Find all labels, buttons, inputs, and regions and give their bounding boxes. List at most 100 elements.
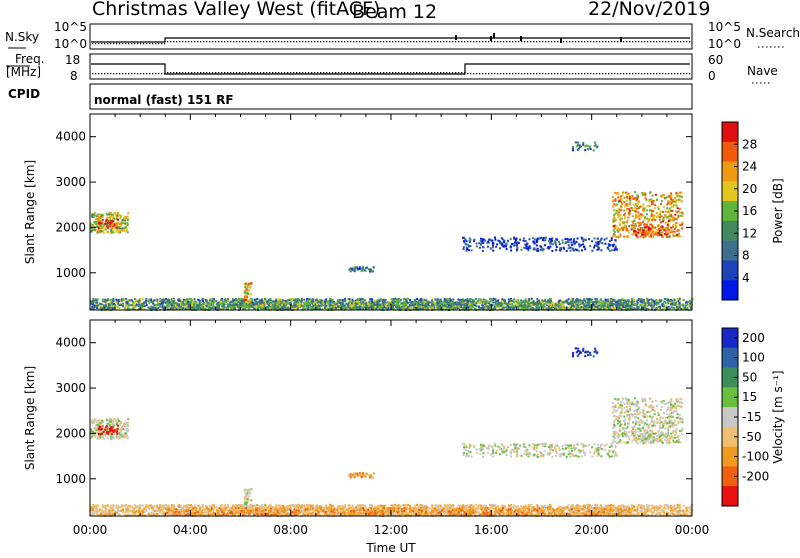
power-echo	[640, 301, 642, 303]
power-echo	[549, 301, 551, 303]
power-echo	[96, 307, 98, 309]
velocity-echo	[94, 418, 96, 420]
power-echo	[534, 242, 536, 244]
power-echo	[153, 304, 155, 306]
power-echo	[107, 231, 109, 233]
velocity-echo	[125, 432, 127, 434]
power-echo	[555, 238, 557, 240]
power-echo	[283, 306, 285, 308]
power-echo	[536, 241, 538, 243]
power-echo	[409, 299, 411, 301]
power-echo	[621, 199, 623, 201]
power-echo	[435, 299, 437, 301]
power-echo	[92, 214, 94, 216]
power-echo	[600, 298, 602, 300]
power-echo	[536, 244, 538, 246]
power-echo	[202, 303, 204, 305]
power-echo	[579, 302, 581, 304]
power-echo	[662, 303, 664, 305]
velocity-echo	[104, 429, 106, 431]
power-echo	[646, 209, 648, 211]
power-echo	[570, 242, 572, 244]
power-echo	[483, 246, 485, 248]
power-echo	[583, 246, 585, 248]
velocity-echo	[100, 428, 102, 430]
power-echo	[521, 306, 523, 308]
power-echo	[413, 302, 415, 304]
power-echo	[292, 305, 294, 307]
power-ytick-label: 3000	[55, 175, 86, 189]
velocity-echo	[111, 437, 113, 439]
power-echo	[615, 247, 617, 249]
power-echo	[95, 223, 97, 225]
power-echo	[540, 249, 542, 251]
power-echo	[116, 231, 118, 233]
freq-tick-top: 18	[65, 53, 80, 67]
power-echo	[569, 305, 571, 307]
power-echo	[593, 307, 595, 309]
power-echo	[373, 302, 375, 304]
freq-label-1: Freq.	[15, 52, 45, 66]
power-echo	[467, 306, 469, 308]
power-echo	[662, 211, 664, 213]
power-echo	[458, 303, 460, 305]
power-echo	[463, 248, 465, 250]
power-echo	[609, 240, 611, 242]
power-echo	[593, 149, 595, 151]
power-echo	[624, 299, 626, 301]
power-echo	[492, 242, 494, 244]
power-echo	[549, 238, 551, 240]
power-echo	[293, 308, 295, 310]
power-echo	[663, 206, 665, 208]
power-echo	[559, 243, 561, 245]
power-echo	[572, 146, 574, 148]
power-echo	[589, 146, 591, 148]
power-echo	[670, 304, 672, 306]
power-echo	[666, 234, 668, 236]
power-echo	[418, 303, 420, 305]
power-echo	[632, 208, 634, 210]
power-echo	[624, 206, 626, 208]
power-echo	[351, 299, 353, 301]
power-echo	[581, 237, 583, 239]
power-echo	[625, 221, 627, 223]
power-echo	[562, 239, 564, 241]
power-echo	[178, 300, 180, 302]
power-echo	[670, 230, 672, 232]
power-echo	[588, 238, 590, 240]
power-echo	[637, 216, 639, 218]
velocity-echo	[103, 431, 105, 433]
power-echo	[354, 270, 356, 272]
power-echo	[469, 303, 471, 305]
power-echo	[500, 304, 502, 306]
power-echo	[679, 298, 681, 300]
velocity-echo	[102, 436, 104, 438]
power-echo	[661, 231, 663, 233]
power-echo	[96, 305, 98, 307]
power-echo	[588, 303, 590, 305]
power-echo	[577, 237, 579, 239]
power-echo	[403, 304, 405, 306]
power-echo	[598, 304, 600, 306]
power-echo	[640, 216, 642, 218]
power-echo	[598, 247, 600, 249]
power-echo	[118, 300, 120, 302]
power-echo	[654, 219, 656, 221]
power-echo	[141, 303, 143, 305]
power-echo	[422, 301, 424, 303]
power-echo	[187, 307, 189, 309]
power-echo	[640, 227, 642, 229]
power-echo	[582, 142, 584, 144]
power-echo	[644, 305, 646, 307]
nsearch-tick-bottom: 10^0	[708, 37, 741, 51]
power-echo	[502, 305, 504, 307]
power-echo	[647, 205, 649, 207]
power-colorbar-tick-label: 20	[742, 182, 757, 196]
power-echo	[100, 222, 102, 224]
power-echo	[682, 303, 684, 305]
power-echo	[494, 239, 496, 241]
power-echo	[613, 203, 615, 205]
power-echo	[380, 299, 382, 301]
power-echo	[463, 307, 465, 309]
